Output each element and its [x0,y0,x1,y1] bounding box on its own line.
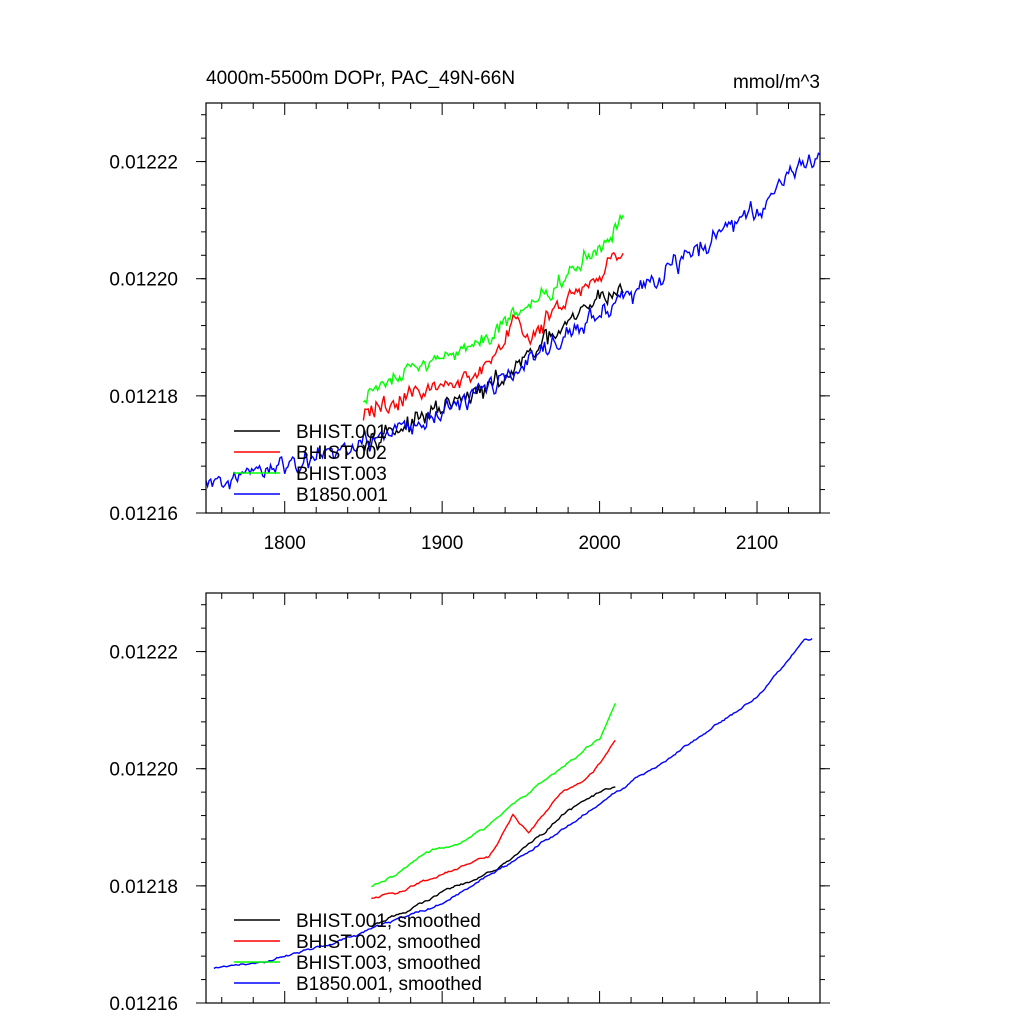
legend-label: BHIST.002 [296,443,387,464]
series-line-bhist-003 [362,213,624,405]
y-tick-label: 0.01216 [109,504,178,525]
y-tick-label: 0.01216 [109,994,178,1015]
bottom-plot-lines [213,638,813,970]
x-tick-label: 1800 [264,533,306,554]
series-line-bhist-001 [362,282,624,452]
series-line-bhist-003-smoothed [371,702,616,888]
bottom-ticks: 0.01216 0.01218 0.01220 0.01222 [109,593,830,1015]
x-tick-label: 2000 [578,533,620,554]
legend-label: B1850.001 [296,485,388,506]
chart-title: 4000m-5500m DOPr, PAC_49N-66N [206,68,515,89]
bottom-plot-frame [205,592,821,1004]
series-line-bhist-002 [362,251,624,421]
legend-label: BHIST.003, smoothed [296,953,481,974]
top-ticks: 1800 1900 2000 2100 0.01216 0.01218 0.01220 0.0… [109,103,830,554]
legend-label: B1850.001, smoothed [296,974,482,995]
series-line-b1850-001 [205,152,821,490]
chart-units: mmol/m^3 [733,72,820,93]
top-plot-frame [205,102,821,514]
series-line-bhist-001-smoothed [371,786,616,928]
x-tick-label: 2100 [736,533,778,554]
top-panel: 4000m-5500m DOPr, PAC_49N-66N mmol/m^3 1… [109,68,830,554]
x-tick-label: 1900 [421,533,463,554]
legend-label: BHIST.001 [296,422,387,443]
y-tick-label: 0.01222 [109,153,178,174]
top-plot-lines [205,152,821,490]
series-line-bhist-002-smoothed [371,739,616,900]
y-tick-label: 0.01222 [109,643,178,664]
y-tick-label: 0.01218 [109,877,178,898]
series-line-b1850-001-smoothed [213,638,813,970]
y-tick-label: 0.01218 [109,387,178,408]
legend-label: BHIST.003 [296,464,387,485]
y-tick-label: 0.01220 [109,760,178,781]
legend-label: BHIST.002, smoothed [296,932,481,953]
legend-label: BHIST.001, smoothed [296,911,481,932]
y-tick-label: 0.01220 [109,270,178,291]
bottom-panel: 0.01216 0.01218 0.01220 0.01222 BHIST.001, … [109,592,830,1015]
